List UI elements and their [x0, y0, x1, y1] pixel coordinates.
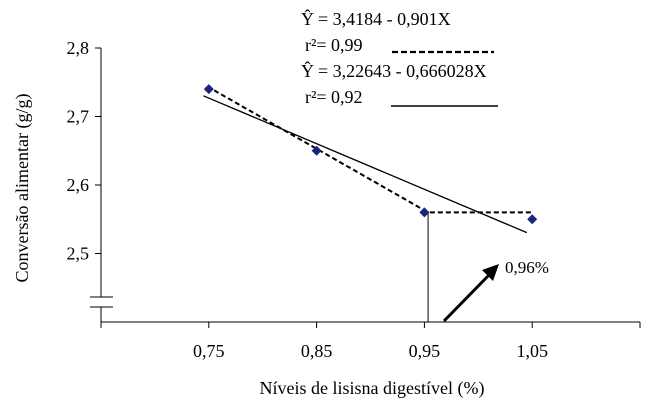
regression-line-solid — [203, 95, 528, 234]
y-tick-label: 2,6 — [67, 175, 90, 195]
x-tick-label: 0,85 — [301, 341, 333, 361]
chart-lines — [203, 89, 533, 323]
y-tick-label: 2,5 — [67, 244, 90, 264]
equation-r2: r²= 0,99 — [305, 35, 363, 55]
equation-r2: r²= 0,92 — [305, 87, 363, 107]
y-tick-label: 2,8 — [67, 38, 90, 58]
equation-y-hat: Ŷ — [301, 8, 314, 29]
y-axis-title: Conversão alimentar (g/g) — [12, 94, 33, 283]
data-point — [311, 145, 322, 156]
chart-points — [203, 84, 538, 225]
x-tick-label: 0,75 — [193, 341, 225, 361]
optimum-label: 0,96% — [505, 258, 549, 277]
y-tick-label: 2,7 — [67, 107, 90, 127]
equation-expression: = 3,22643 - 0,666028X — [318, 61, 487, 81]
x-tick-label: 1,05 — [516, 341, 548, 361]
optimum-arrowhead — [482, 264, 499, 281]
x-tick-label: 0,95 — [409, 341, 441, 361]
equation-expression: = 3,4184 - 0,901X — [318, 9, 451, 29]
regression-line-dashed — [213, 89, 533, 214]
data-point — [527, 214, 538, 225]
chart-axes: 2,5 2,6 2,7 2,8 0,75 0,85 0,95 1,05 — [67, 38, 641, 361]
data-point — [419, 207, 430, 218]
equation-y-hat: Ŷ — [301, 60, 314, 81]
x-axis-title: Níveis de lisisna digestível (%) — [260, 378, 485, 399]
optimum-arrow — [442, 272, 492, 323]
data-point — [203, 84, 214, 95]
